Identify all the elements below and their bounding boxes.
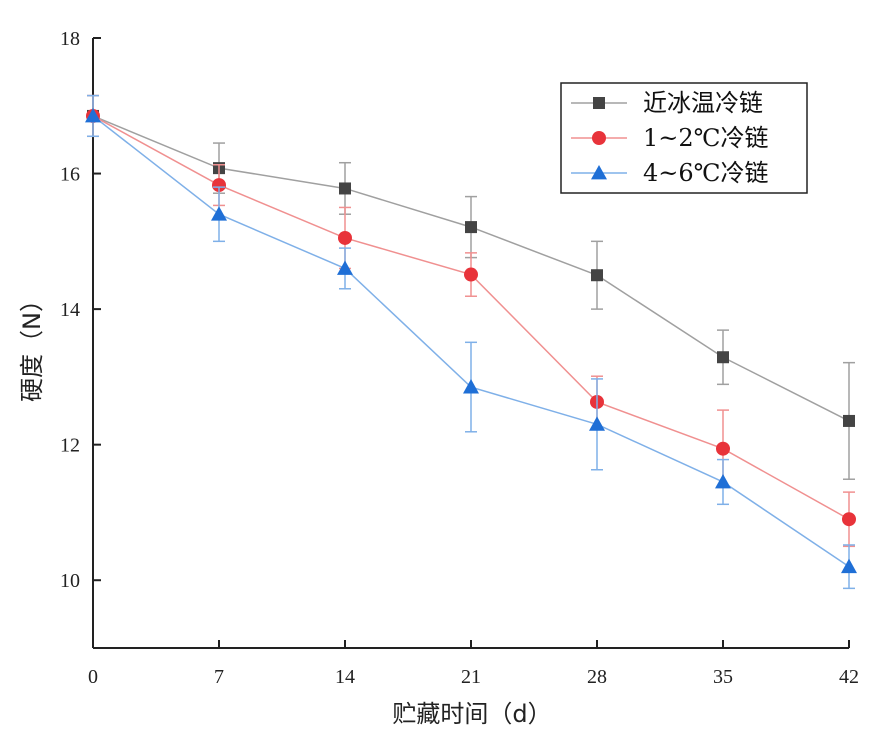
- x-tick-label: 21: [461, 666, 481, 688]
- x-ticks: 0 7 14 21 28 35 42: [88, 640, 859, 688]
- series-2: [85, 94, 857, 590]
- legend-label: 近冰温冷链: [643, 89, 763, 117]
- data-point: [841, 558, 857, 574]
- data-point: [717, 351, 729, 364]
- y-ticks: 10 12 14 16 18: [60, 28, 101, 592]
- data-point: [339, 182, 351, 195]
- legend: 近冰温冷链 1~2℃冷链 4~6℃冷链: [560, 82, 808, 194]
- data-point: [715, 473, 731, 489]
- legend-marker: [591, 165, 607, 180]
- data-point: [337, 260, 353, 275]
- y-tick-label: 18: [60, 28, 80, 50]
- x-tick-label: 42: [839, 666, 859, 688]
- x-tick-label: 35: [713, 666, 733, 688]
- y-axis-title: 硬度（N）: [18, 288, 46, 402]
- y-tick-label: 16: [60, 164, 80, 186]
- x-axis-title: 贮藏时间（d）: [392, 700, 551, 728]
- data-point: [338, 230, 352, 245]
- data-point: [589, 416, 605, 431]
- data-point: [211, 206, 227, 221]
- y-tick-label: 14: [60, 299, 80, 321]
- x-tick-label: 7: [214, 666, 224, 688]
- legend-label: 1~2℃冷链: [643, 124, 769, 152]
- legend-marker: [592, 131, 606, 145]
- y-tick-label: 12: [60, 435, 80, 457]
- data-point: [716, 441, 730, 456]
- x-tick-label: 28: [587, 666, 607, 688]
- data-point: [464, 267, 478, 282]
- y-tick-label: 10: [60, 570, 80, 592]
- data-point: [463, 379, 479, 394]
- legend-label: 4~6℃冷链: [643, 159, 769, 187]
- x-tick-label: 0: [88, 666, 98, 688]
- data-point: [212, 178, 226, 193]
- data-point: [842, 512, 856, 527]
- data-point: [843, 414, 855, 427]
- legend-marker: [593, 97, 605, 109]
- series-layer: [85, 94, 857, 590]
- data-point: [465, 221, 477, 234]
- data-point: [85, 107, 101, 123]
- x-tick-label: 14: [335, 666, 355, 688]
- data-point: [591, 269, 603, 282]
